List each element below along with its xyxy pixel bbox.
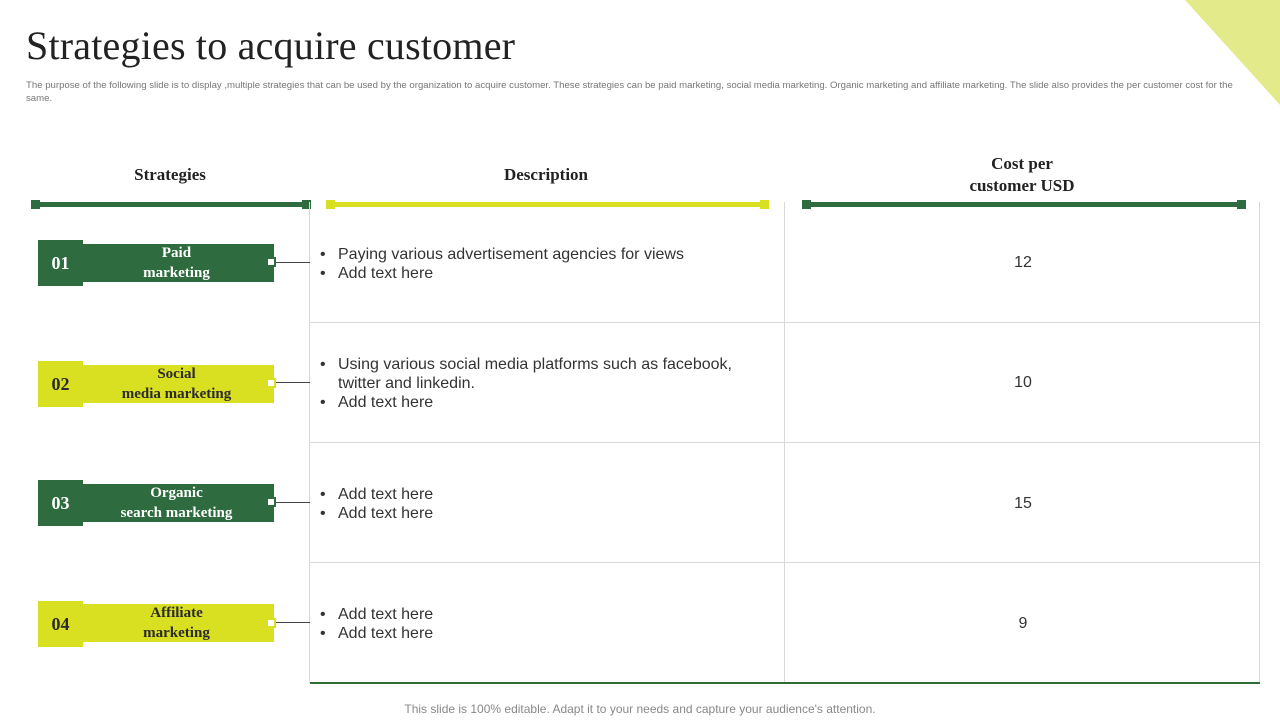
strategy-number-01: 01 xyxy=(38,240,83,286)
description-bullet: Add text here xyxy=(320,504,760,523)
connector-line xyxy=(276,622,310,623)
bar-end-right xyxy=(760,200,769,209)
bar-end-right xyxy=(1237,200,1246,209)
strategy-label-social-media-marketing: Social media marketing xyxy=(79,365,274,403)
description-row-1: Paying various advertisement agencies fo… xyxy=(320,245,760,283)
table-left-border xyxy=(309,202,310,683)
description-bullet: Add text here xyxy=(320,485,760,504)
strategy-number-03: 03 xyxy=(38,480,83,526)
bar-end-left xyxy=(326,200,335,209)
cost-value-row-2: 10 xyxy=(1014,374,1032,391)
cost-header-bar xyxy=(802,200,1246,209)
connector-knob xyxy=(266,618,276,628)
strategy-label-affiliate-marketing: Affiliate marketing xyxy=(79,604,274,642)
header-strategies: Strategies xyxy=(134,165,206,184)
row-divider xyxy=(310,322,1260,323)
slide-footer: This slide is 100% editable. Adapt it to… xyxy=(404,702,876,716)
description-bullet: Add text here xyxy=(320,624,760,643)
cost-value-row-3: 15 xyxy=(1014,495,1032,512)
description-bullet: Using various social media platforms suc… xyxy=(320,355,760,393)
description-bullet: Add text here xyxy=(320,605,760,624)
connector-knob xyxy=(266,497,276,507)
row-divider xyxy=(310,562,1260,563)
strategy-number-02: 02 xyxy=(38,361,83,407)
cost-value-row-1: 12 xyxy=(1014,254,1032,271)
header-description: Description xyxy=(503,165,589,184)
corner-triangle-decoration xyxy=(1185,0,1280,105)
header-cost: Cost per customer USD xyxy=(969,154,1075,195)
description-row-3: Add text here Add text here xyxy=(320,485,760,523)
description-bullet: Add text here xyxy=(320,264,760,283)
description-bullet: Add text here xyxy=(320,393,760,412)
strategy-number-04: 04 xyxy=(38,601,83,647)
strategy-label-organic-search-marketing: Organic search marketing xyxy=(79,484,274,522)
description-row-4: Add text here Add text here xyxy=(320,605,760,643)
connector-knob xyxy=(266,257,276,267)
connector-knob xyxy=(266,378,276,388)
connector-line xyxy=(276,262,310,263)
slide-title: Strategies to acquire customer xyxy=(26,23,516,68)
description-header-bar xyxy=(326,200,769,209)
strategies-header-bar xyxy=(31,200,311,209)
connector-line xyxy=(276,502,310,503)
bar-end-left xyxy=(802,200,811,209)
row-divider xyxy=(310,442,1260,443)
description-bullet: Paying various advertisement agencies fo… xyxy=(320,245,760,264)
strategy-label-paid-marketing: Paid marketing xyxy=(79,244,274,282)
slide-subtitle: The purpose of the following slide is to… xyxy=(26,80,1233,104)
description-row-2: Using various social media platforms suc… xyxy=(320,355,760,412)
connector-line xyxy=(276,382,310,383)
cost-value-row-4: 9 xyxy=(1018,615,1028,632)
table-bottom-border xyxy=(310,682,1260,684)
bar-end-left xyxy=(31,200,40,209)
bar-end-right xyxy=(302,200,311,209)
